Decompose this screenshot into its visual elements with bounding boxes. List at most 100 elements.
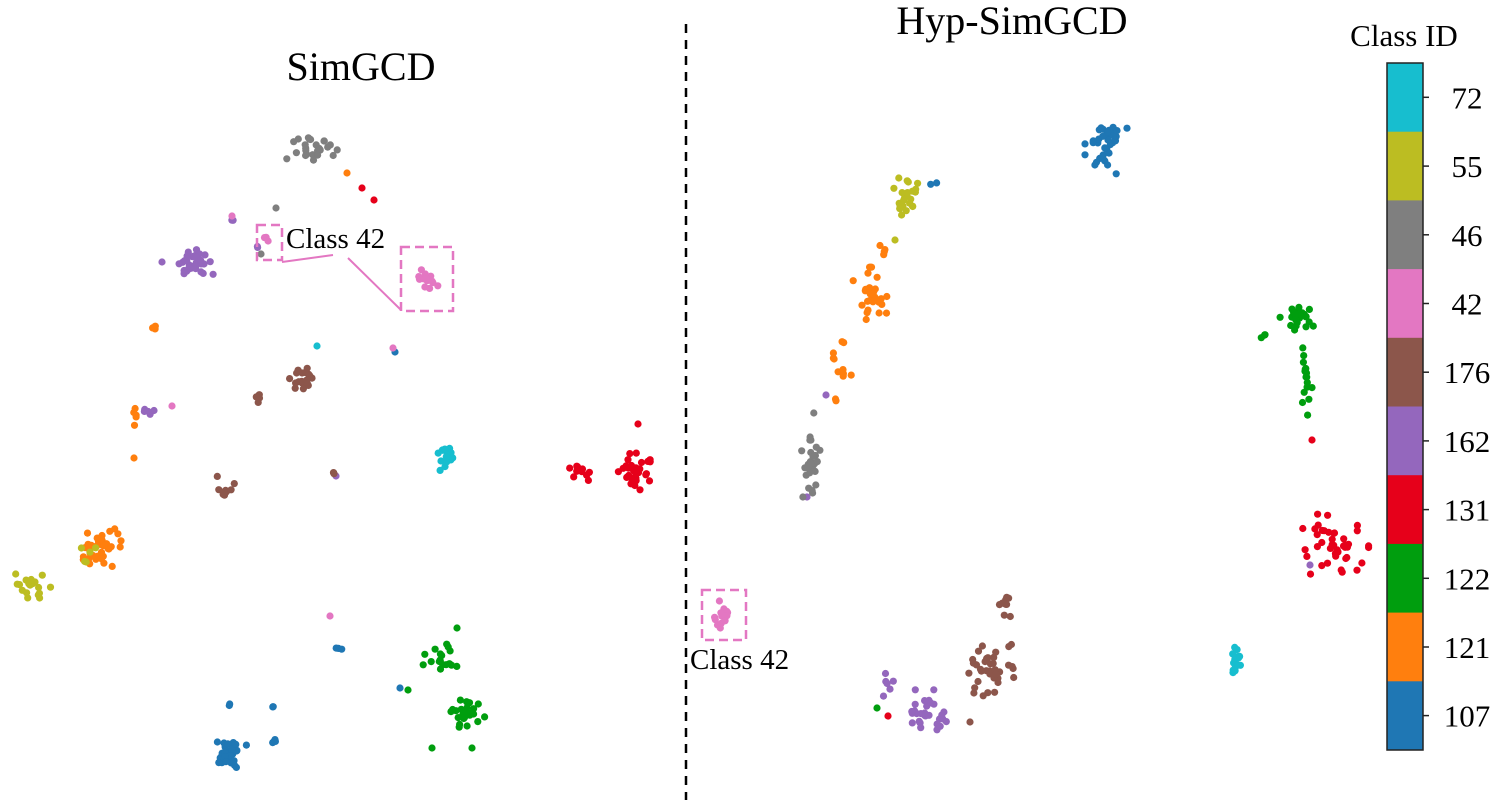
point-class-46 — [807, 436, 815, 444]
point-class-131 — [630, 467, 638, 475]
point-class-122 — [1308, 384, 1316, 392]
point-class-162 — [144, 407, 152, 416]
point-class-162 — [879, 692, 888, 700]
point-class-107 — [213, 738, 221, 746]
point-class-107 — [933, 179, 941, 187]
point-class-162 — [911, 686, 919, 694]
point-class-72 — [1231, 643, 1239, 652]
point-class-162 — [881, 669, 890, 678]
point-class-107 — [230, 757, 238, 765]
point-class-176 — [292, 379, 300, 387]
point-class-162 — [886, 685, 894, 693]
point-class-131 — [624, 473, 632, 481]
point-class-121 — [839, 366, 847, 374]
point-class-46 — [809, 452, 817, 461]
point-class-162 — [882, 677, 890, 686]
colorbar: Class ID 72 55 46 42 176 162 131 122 121 107 — [1350, 18, 1490, 751]
point-class-176 — [965, 669, 973, 677]
point-class-121 — [97, 535, 105, 544]
point-class-162 — [889, 677, 897, 685]
point-class-107 — [1099, 132, 1107, 140]
point-class-176 — [291, 384, 299, 392]
point-class-176 — [983, 654, 991, 663]
point-class-131 — [566, 464, 574, 472]
point-class-46 — [333, 146, 341, 154]
colorbar-segment-121 — [1387, 612, 1423, 682]
point-class-122 — [481, 713, 489, 721]
point-class-122 — [1257, 334, 1265, 342]
point-class-162 — [206, 258, 214, 266]
point-class-131 — [1337, 566, 1345, 574]
colorbar-tick-label: 122 — [1444, 561, 1491, 596]
point-class-107 — [242, 741, 250, 749]
point-class-121 — [83, 529, 92, 537]
point-class-121 — [869, 290, 877, 298]
point-class-122 — [1302, 313, 1310, 321]
point-class-42 — [262, 233, 270, 241]
point-class-46 — [283, 155, 291, 163]
point-class-131 — [1340, 535, 1348, 543]
point-class-162 — [209, 270, 217, 278]
point-class-121 — [862, 285, 870, 293]
colorbar-segment-176 — [1387, 337, 1423, 407]
point-class-55 — [13, 580, 21, 588]
point-class-131 — [1311, 525, 1319, 533]
point-class-46 — [799, 493, 807, 501]
point-class-121 — [108, 562, 116, 571]
point-class-42 — [721, 617, 729, 625]
point-class-162 — [930, 686, 938, 694]
point-class-162 — [908, 707, 916, 716]
point-class-176 — [978, 642, 987, 650]
point-class-162 — [197, 268, 205, 276]
point-class-107 — [232, 740, 240, 749]
point-class-131 — [1353, 566, 1361, 574]
point-class-46 — [305, 135, 314, 143]
point-class-176 — [991, 688, 999, 696]
colorbar-segment-131 — [1387, 475, 1423, 545]
point-class-42 — [326, 612, 334, 620]
point-class-176 — [986, 667, 994, 675]
point-class-42 — [719, 611, 727, 619]
point-class-122 — [453, 662, 461, 671]
point-class-122 — [453, 624, 461, 632]
point-class-162 — [158, 258, 166, 266]
colorbar-segment-55 — [1387, 131, 1423, 201]
point-class-121 — [829, 349, 838, 357]
point-class-131 — [634, 420, 642, 428]
point-class-176 — [974, 677, 982, 686]
point-class-55 — [900, 196, 908, 204]
point-class-162 — [192, 265, 200, 273]
colorbar-tick-label: 46 — [1452, 218, 1483, 253]
point-class-162 — [180, 266, 188, 275]
point-class-121 — [117, 537, 125, 545]
point-class-122 — [427, 658, 435, 666]
point-class-176 — [990, 653, 998, 662]
point-class-122 — [1305, 395, 1313, 403]
point-class-122 — [1304, 411, 1312, 419]
point-class-46 — [309, 156, 318, 164]
point-class-121 — [97, 548, 106, 556]
point-class-72 — [441, 445, 449, 453]
point-class-176 — [303, 380, 311, 388]
point-class-176 — [969, 659, 978, 667]
point-class-107 — [1092, 158, 1101, 166]
point-class-131 — [1313, 531, 1321, 539]
point-class-131 — [1330, 529, 1339, 537]
point-class-176 — [1006, 612, 1014, 621]
point-class-122 — [1300, 388, 1308, 396]
point-class-131 — [1353, 527, 1361, 535]
right-annotation-label: Class 42 — [690, 644, 789, 676]
point-class-162 — [183, 252, 191, 260]
right-scatter — [711, 123, 1373, 734]
point-class-122 — [1291, 326, 1299, 334]
point-class-131 — [1314, 510, 1322, 518]
colorbar-segment-42 — [1387, 269, 1423, 339]
point-class-122 — [467, 709, 475, 717]
point-class-162 — [150, 406, 158, 415]
point-class-55 — [35, 589, 44, 597]
colorbar-segment-162 — [1387, 406, 1423, 476]
point-class-122 — [1276, 313, 1284, 321]
point-class-131 — [1326, 544, 1334, 553]
point-class-107 — [1081, 151, 1089, 159]
